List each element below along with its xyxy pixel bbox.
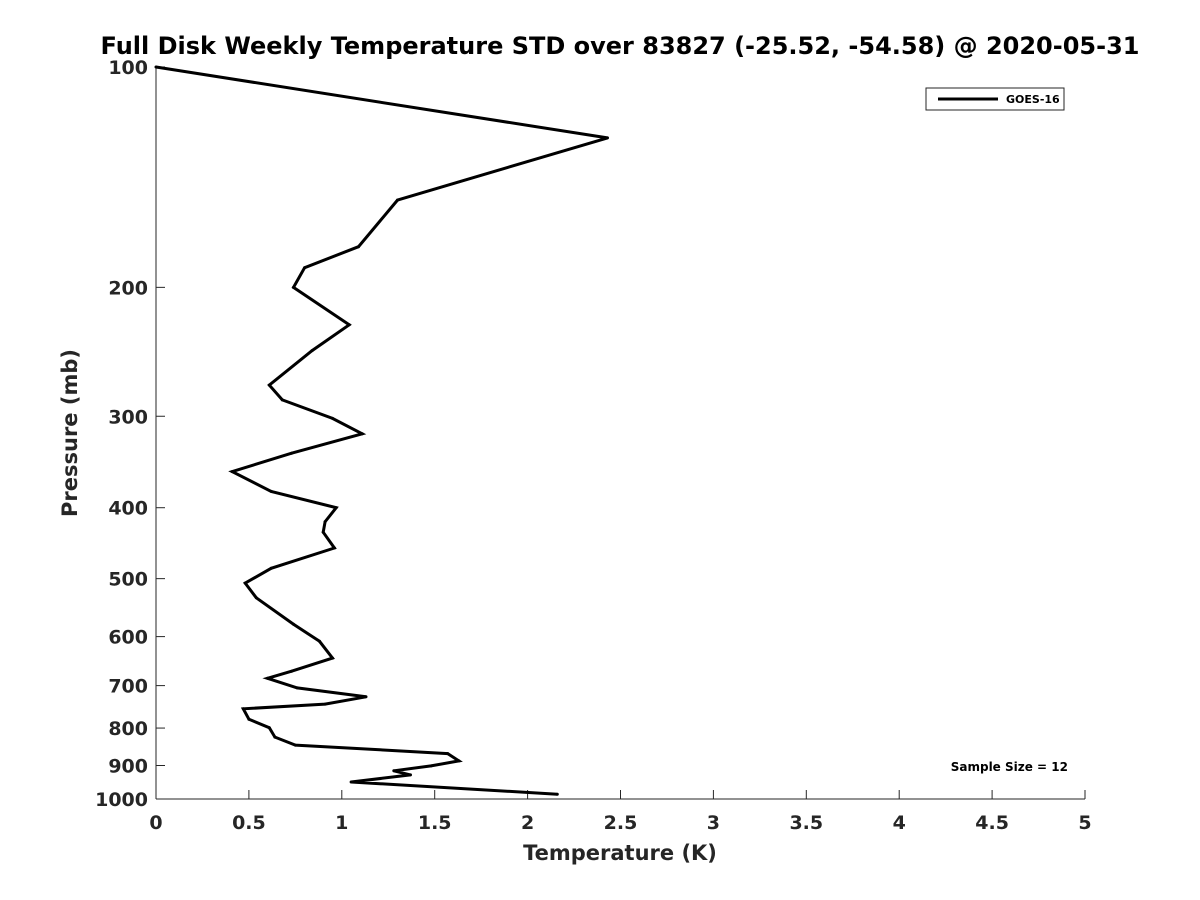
data-point — [357, 245, 360, 249]
data-point — [273, 735, 277, 739]
data-point — [303, 266, 307, 270]
data-point — [293, 743, 297, 747]
y-tick-label: 300 — [108, 406, 148, 428]
x-tick-label: 2.5 — [604, 812, 638, 834]
x-tick-label: 0 — [149, 812, 162, 834]
y-axis-label: Pressure (mb) — [58, 349, 82, 517]
data-point — [247, 717, 251, 721]
data-point — [332, 546, 336, 550]
data-point — [347, 323, 351, 327]
data-point — [318, 639, 321, 643]
data-point — [295, 686, 299, 690]
legend-label-goes16: GOES-16 — [1006, 93, 1060, 106]
x-tick-label: 2 — [521, 812, 534, 834]
data-point — [241, 707, 245, 711]
data-point — [292, 285, 295, 289]
data-point — [310, 349, 314, 353]
axes — [155, 67, 1085, 800]
y-tick-label: 700 — [108, 676, 148, 698]
x-tick-label: 3.5 — [789, 812, 823, 834]
x-tick-label: 3 — [707, 812, 720, 834]
y-tick-label: 800 — [108, 718, 148, 740]
data-point — [429, 764, 433, 768]
data-point — [457, 759, 461, 763]
x-tick-label: 4 — [893, 812, 906, 834]
y-tick-label: 900 — [108, 756, 148, 778]
data-point — [292, 622, 295, 626]
x-tick-label: 1.5 — [418, 812, 452, 834]
data-point — [364, 695, 368, 699]
y-tick-label: 600 — [108, 627, 148, 649]
data-point — [290, 669, 294, 673]
data-point — [555, 792, 559, 796]
data-point — [396, 198, 399, 202]
x-tick-label: 0.5 — [232, 812, 266, 834]
data-point — [323, 702, 327, 706]
data-point — [266, 676, 269, 680]
data-point — [392, 769, 396, 773]
data-point — [269, 489, 273, 493]
x-tick-label: 4.5 — [975, 812, 1009, 834]
legend: GOES-16 — [925, 87, 1065, 111]
data-point — [254, 596, 258, 600]
x-axis-label: Temperature (K) — [523, 841, 717, 865]
y-tick-label: 500 — [108, 569, 148, 591]
series-points — [154, 65, 609, 796]
y-tick-label: 400 — [108, 498, 148, 520]
data-point — [334, 506, 338, 510]
data-point — [446, 752, 450, 756]
x-tick-label: 1 — [335, 812, 348, 834]
data-point — [606, 136, 609, 140]
data-point — [269, 566, 273, 570]
data-point — [331, 416, 334, 420]
data-point — [321, 530, 325, 534]
data-point — [280, 398, 284, 402]
y-tick-label: 100 — [108, 57, 148, 79]
sample-size-annotation: Sample Size = 12 — [951, 760, 1068, 774]
data-point — [267, 726, 271, 730]
data-point — [243, 581, 247, 585]
x-tick-label: 5 — [1078, 812, 1091, 834]
data-point — [409, 773, 412, 777]
data-point — [360, 432, 364, 436]
series-line-goes16 — [155, 65, 608, 796]
data-point — [230, 470, 234, 474]
y-tick-label: 200 — [108, 277, 148, 299]
data-point — [331, 656, 334, 660]
data-point — [267, 383, 271, 387]
data-point — [349, 780, 353, 784]
y-ticks: 100 200 300 400 500 600 700 800 900 1000 — [95, 57, 165, 811]
chart-title: Full Disk Weekly Temperature STD over 83… — [101, 32, 1140, 60]
data-point — [323, 520, 327, 524]
data-point — [290, 451, 294, 455]
data-point — [154, 65, 158, 69]
y-tick-label: 1000 — [95, 789, 148, 811]
x-ticks: 0 0.5 1 1.5 2 2.5 3 3.5 4 4.5 5 — [149, 790, 1092, 834]
